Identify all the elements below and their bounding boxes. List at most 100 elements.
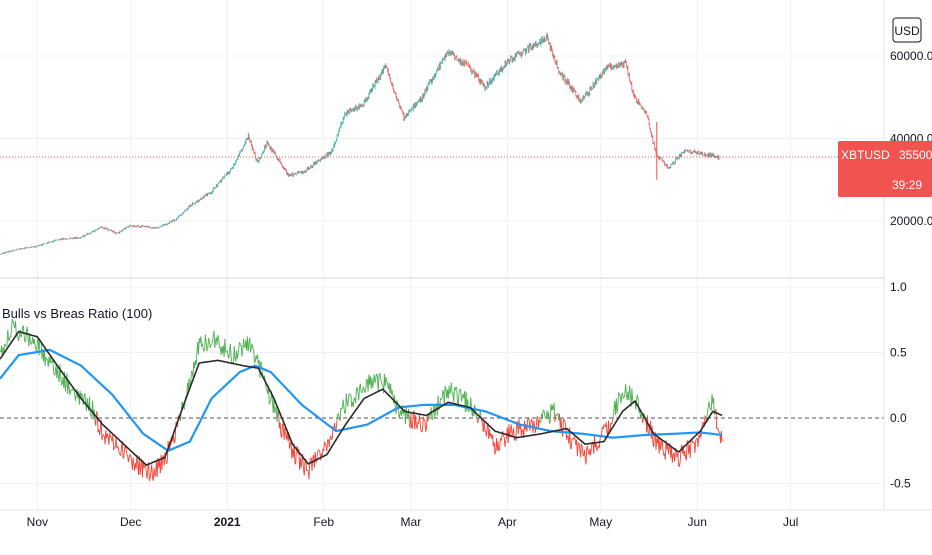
ratio-segment-bear — [718, 430, 719, 432]
ratio-segment-bull — [343, 400, 344, 408]
price-tag-value: 35500.5 — [899, 148, 932, 162]
ratio-segment-bull — [457, 389, 458, 404]
ratio-segment-bull — [362, 391, 363, 392]
ratio-segment-bear — [149, 462, 150, 480]
ratio-segment-bull — [360, 384, 361, 392]
ratio-segment-bear — [582, 445, 583, 454]
ratio-segment-bear — [574, 437, 575, 439]
ratio-segment-bull — [456, 387, 457, 389]
ratio-segment-bear — [586, 447, 587, 464]
price-tick-label: 20000.0 — [890, 214, 932, 228]
ratio-segment-bear — [312, 458, 313, 471]
ratio-segment-bull — [469, 411, 470, 412]
indicator-title: Bulls vs Breas Ratio (100) — [2, 306, 152, 321]
ratio-segment-bull — [556, 415, 557, 416]
ratio-segment-bull — [624, 394, 625, 398]
ratio-segment-bear — [150, 472, 151, 478]
ratio-segment-bull — [248, 343, 249, 351]
ratio-segment-bull — [217, 335, 218, 345]
price-tag: XBTUSD · 35500.5 39:29 — [838, 141, 932, 197]
indicator-axis[interactable]: -0.50.00.51.0 — [890, 280, 911, 491]
ratio-segment-bear — [412, 414, 413, 428]
ratio-segment-bull — [441, 399, 442, 400]
currency-label: USD — [894, 24, 920, 38]
ratio-segment-bear — [332, 439, 333, 440]
ratio-segment-bull — [231, 357, 232, 363]
ratio-segment-bear — [417, 422, 418, 429]
ratio-segment-bull — [356, 389, 357, 403]
ratio-segment-bull — [363, 387, 364, 390]
ratio-segment-bull — [219, 337, 220, 347]
ratio-segment-bear — [282, 424, 283, 425]
ratio-segment-bear — [500, 438, 501, 450]
ratio-segment-bull — [252, 344, 253, 349]
time-tick-label: Nov — [27, 515, 48, 529]
ratio-segment-bear — [514, 428, 515, 440]
price-tag-countdown: 39:29 — [892, 178, 922, 192]
ratio-segment-bull — [39, 339, 40, 355]
ratio-segment-bear — [309, 464, 310, 480]
ratio-segment-bull — [196, 352, 197, 365]
ratio-segment-bull — [630, 386, 631, 394]
ratio-segment-bear — [588, 446, 589, 453]
ratio-segment-bull — [24, 335, 25, 342]
ratio-segment-bear — [506, 437, 507, 441]
ratio-segment-bull — [212, 336, 213, 342]
ratio-segment-bear — [329, 438, 330, 446]
ratio-segment-bear — [494, 442, 495, 454]
ratio-segment-bull — [53, 360, 54, 373]
ratio-segment-bull — [189, 378, 190, 387]
ratio-segment-bear — [599, 439, 600, 448]
ratio-segment-bull — [270, 400, 271, 403]
ratio-segment-bull — [244, 339, 245, 347]
ratio-segment-bear — [316, 462, 317, 463]
ratio-segment-bull — [11, 326, 12, 338]
grid — [0, 0, 884, 510]
time-tick-label: Jun — [688, 515, 707, 529]
ratio-segment-bull — [277, 411, 278, 422]
ratio-segment-bull — [339, 413, 340, 417]
ratio-segment-bear — [565, 422, 566, 425]
ratio-segment-bull — [211, 344, 212, 345]
currency-button[interactable]: USD — [893, 18, 921, 42]
ratio-segment-bull — [254, 350, 255, 363]
ratio-segment-bull — [17, 335, 18, 338]
ratio-segment-bear — [536, 417, 537, 428]
ratio-segment-bear — [422, 430, 423, 432]
ratio-segment-bear — [521, 430, 522, 436]
ratio-segment-bear — [612, 422, 613, 425]
ratio-segment-bull — [709, 402, 710, 408]
ratio-segment-bull — [266, 388, 267, 390]
ratio-segment-bear — [719, 432, 720, 433]
time-tick-label: Feb — [313, 515, 334, 529]
ratio-segment-bull — [353, 399, 354, 406]
ratio-segment-bear — [531, 419, 532, 421]
ratio-segment-bear — [128, 458, 129, 463]
ratio-segment-bull — [545, 416, 546, 418]
ratio-segment-bear — [493, 435, 494, 447]
indicator-pane[interactable] — [0, 319, 884, 481]
ratio-segment-bull — [240, 342, 241, 345]
ratio-segment-bear — [423, 417, 424, 430]
ratio-segment-bear — [121, 448, 122, 456]
ratio-segment-bear — [679, 462, 680, 467]
ratio-segment-bear — [661, 442, 662, 450]
ratio-segment-bull — [238, 347, 239, 354]
ratio-segment-bear — [602, 427, 603, 435]
ratio-segment-bull — [70, 390, 71, 395]
ratio-segment-bear — [331, 436, 332, 440]
ratio-segment-bull — [23, 326, 24, 336]
ratio-segment-bull — [707, 409, 708, 413]
time-tick-label: Dec — [120, 515, 141, 529]
ratio-segment-bear — [147, 469, 148, 478]
ratio-segment-bull — [34, 339, 35, 346]
ratio-segment-bear — [591, 448, 592, 456]
ratio-segment-bull — [9, 337, 10, 341]
ratio-segment-bull — [230, 344, 231, 357]
ratio-segment-bear — [721, 431, 722, 442]
ratio-segment-bull — [19, 335, 20, 341]
ratio-segment-bull — [632, 389, 633, 401]
